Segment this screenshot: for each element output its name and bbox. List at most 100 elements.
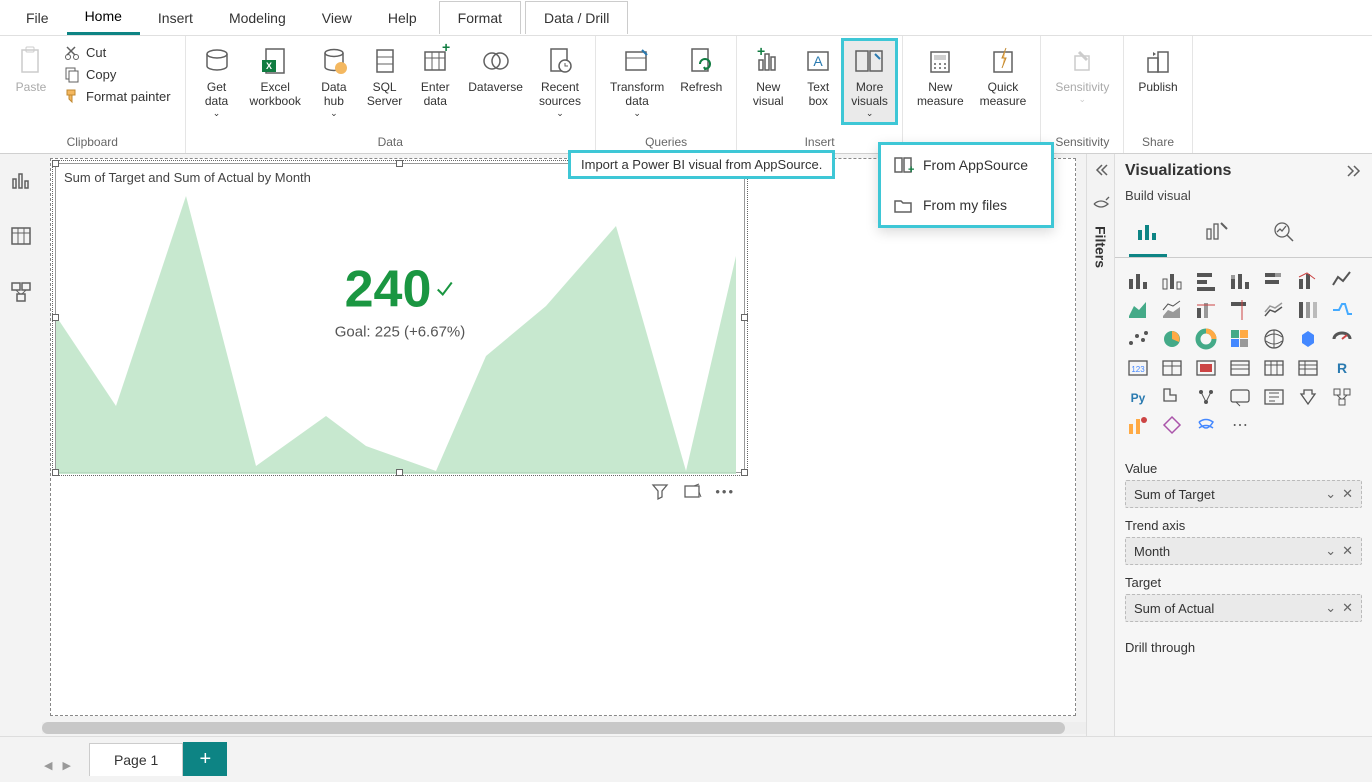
build-visual-tab[interactable] xyxy=(1129,215,1167,257)
tab-file[interactable]: File xyxy=(8,2,67,34)
dataverse-button[interactable]: Dataverse xyxy=(460,40,531,98)
viz-type-icon[interactable] xyxy=(1157,297,1187,321)
viz-type-icon[interactable]: R xyxy=(1327,355,1357,379)
resize-handle[interactable] xyxy=(52,469,59,476)
tab-format[interactable]: Format xyxy=(439,1,521,34)
viz-type-icon[interactable] xyxy=(1293,326,1323,350)
eye-icon[interactable] xyxy=(1092,196,1110,214)
analytics-tab[interactable] xyxy=(1265,215,1303,257)
viz-type-icon[interactable] xyxy=(1191,355,1221,379)
viz-type-icon[interactable] xyxy=(1157,268,1187,292)
resize-handle[interactable] xyxy=(52,314,59,321)
resize-handle[interactable] xyxy=(52,160,59,167)
remove-icon[interactable]: ✕ xyxy=(1342,543,1353,559)
copy-button[interactable]: Copy xyxy=(60,64,175,84)
data-hub-button[interactable]: Data hub⌄ xyxy=(309,40,359,123)
viz-type-icon[interactable] xyxy=(1157,326,1187,350)
target-well-pill[interactable]: Sum of Actual⌄✕ xyxy=(1125,594,1362,622)
report-view-button[interactable] xyxy=(7,166,35,194)
viz-type-icon[interactable] xyxy=(1293,297,1323,321)
viz-type-icon[interactable] xyxy=(1191,268,1221,292)
add-page-button[interactable]: + xyxy=(183,742,227,776)
resize-handle[interactable] xyxy=(396,160,403,167)
new-visual-button[interactable]: +New visual xyxy=(743,40,793,112)
cut-button[interactable]: Cut xyxy=(60,42,175,62)
viz-type-icon[interactable] xyxy=(1123,268,1153,292)
viz-type-icon[interactable] xyxy=(1157,384,1187,408)
from-appsource-item[interactable]: + From AppSource xyxy=(881,145,1051,185)
viz-type-icon[interactable] xyxy=(1293,384,1323,408)
remove-icon[interactable]: ✕ xyxy=(1342,486,1353,502)
viz-type-icon[interactable] xyxy=(1191,384,1221,408)
format-painter-button[interactable]: Format painter xyxy=(60,86,175,106)
tab-view[interactable]: View xyxy=(304,2,370,34)
canvas-page[interactable]: Sum of Target and Sum of Actual by Month… xyxy=(50,158,1076,716)
viz-type-icon[interactable] xyxy=(1327,268,1357,292)
filters-pane-collapsed[interactable]: Filters xyxy=(1086,154,1114,736)
viz-type-icon[interactable] xyxy=(1259,268,1289,292)
enter-data-button[interactable]: +Enter data xyxy=(410,40,460,112)
recent-sources-button[interactable]: Recent sources⌄ xyxy=(531,40,589,123)
viz-type-icon[interactable] xyxy=(1293,268,1323,292)
viz-type-icon[interactable] xyxy=(1157,355,1187,379)
more-visuals-button[interactable]: More visuals⌄ xyxy=(843,40,896,123)
viz-type-icon[interactable] xyxy=(1259,326,1289,350)
tab-insert[interactable]: Insert xyxy=(140,2,211,34)
publish-button[interactable]: Publish xyxy=(1130,40,1185,98)
model-view-button[interactable] xyxy=(7,278,35,306)
viz-type-icon[interactable] xyxy=(1225,355,1255,379)
get-data-button[interactable]: Get data⌄ xyxy=(192,40,242,123)
viz-type-icon[interactable] xyxy=(1327,297,1357,321)
new-measure-button[interactable]: New measure xyxy=(909,40,972,112)
text-box-button[interactable]: AText box xyxy=(793,40,843,112)
prev-page-button[interactable]: ◀ xyxy=(40,755,56,776)
collapse-icon[interactable] xyxy=(1093,162,1109,178)
report-canvas[interactable]: Sum of Target and Sum of Actual by Month… xyxy=(42,154,1086,736)
kpi-visual[interactable]: Sum of Target and Sum of Actual by Month… xyxy=(55,163,745,473)
viz-type-icon[interactable]: Py xyxy=(1123,384,1153,408)
excel-button[interactable]: XExcel workbook xyxy=(242,40,309,112)
viz-type-icon[interactable] xyxy=(1293,355,1323,379)
viz-type-icon[interactable] xyxy=(1123,297,1153,321)
resize-handle[interactable] xyxy=(741,314,748,321)
chevron-down-icon[interactable]: ⌄ xyxy=(1325,543,1336,559)
viz-type-icon[interactable] xyxy=(1157,413,1187,437)
viz-type-icon[interactable] xyxy=(1327,384,1357,408)
transform-data-button[interactable]: Transform data⌄ xyxy=(602,40,672,123)
viz-type-icon[interactable] xyxy=(1225,297,1255,321)
resize-handle[interactable] xyxy=(741,469,748,476)
viz-type-icon[interactable] xyxy=(1225,268,1255,292)
viz-type-icon[interactable] xyxy=(1123,326,1153,350)
quick-measure-button[interactable]: Quick measure xyxy=(972,40,1035,112)
chevron-down-icon[interactable]: ⌄ xyxy=(1325,486,1336,502)
viz-type-icon[interactable] xyxy=(1225,326,1255,350)
viz-type-icon[interactable]: 123 xyxy=(1123,355,1153,379)
format-visual-tab[interactable] xyxy=(1197,215,1235,257)
resize-handle[interactable] xyxy=(396,469,403,476)
horizontal-scrollbar[interactable] xyxy=(42,722,1086,734)
sensitivity-button[interactable]: Sensitivity⌄ xyxy=(1047,40,1117,109)
tab-home[interactable]: Home xyxy=(67,0,140,35)
chevron-down-icon[interactable]: ⌄ xyxy=(1325,600,1336,616)
viz-type-icon[interactable] xyxy=(1225,384,1255,408)
viz-type-icon[interactable]: ⋯ xyxy=(1225,413,1255,437)
viz-type-icon[interactable] xyxy=(1191,297,1221,321)
viz-type-icon[interactable] xyxy=(1259,355,1289,379)
data-view-button[interactable] xyxy=(7,222,35,250)
focus-mode-icon[interactable] xyxy=(683,482,701,500)
tab-help[interactable]: Help xyxy=(370,2,435,34)
value-well-pill[interactable]: Sum of Target⌄✕ xyxy=(1125,480,1362,508)
viz-type-icon[interactable] xyxy=(1123,413,1153,437)
tab-modeling[interactable]: Modeling xyxy=(211,2,304,34)
viz-type-icon[interactable] xyxy=(1259,297,1289,321)
sql-server-button[interactable]: SQL Server xyxy=(359,40,410,112)
viz-type-icon[interactable] xyxy=(1259,384,1289,408)
refresh-button[interactable]: Refresh xyxy=(672,40,730,98)
from-my-files-item[interactable]: From my files xyxy=(881,185,1051,225)
viz-type-icon[interactable] xyxy=(1327,326,1357,350)
more-options-icon[interactable]: ••• xyxy=(715,484,735,499)
page-tab-1[interactable]: Page 1 xyxy=(89,743,183,776)
viz-type-icon[interactable] xyxy=(1191,326,1221,350)
viz-type-icon[interactable] xyxy=(1191,413,1221,437)
expand-icon[interactable] xyxy=(1344,164,1362,178)
